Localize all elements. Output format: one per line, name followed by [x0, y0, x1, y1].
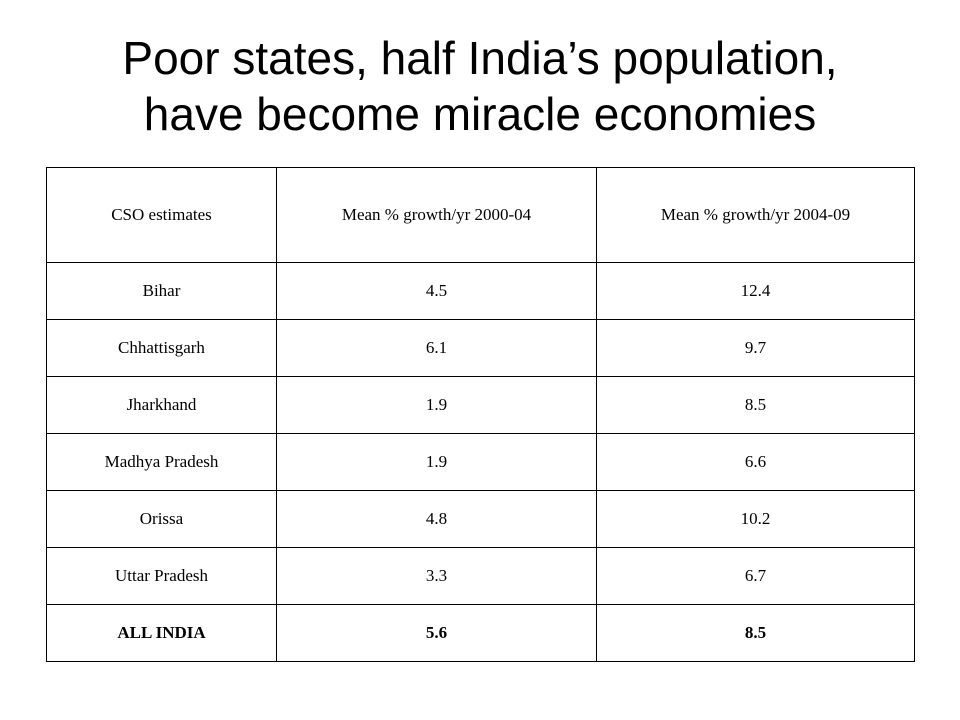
table-header-row: CSO estimates Mean % growth/yr 2000-04 M… [46, 167, 915, 263]
growth-2004-09-cell: 9.7 [596, 319, 915, 377]
total-label-cell: ALL INDIA [46, 604, 277, 662]
header-cell-growth-2000-04: Mean % growth/yr 2000-04 [276, 167, 597, 263]
header-cell-growth-2004-09: Mean % growth/yr 2004-09 [596, 167, 915, 263]
growth-2000-04-cell: 6.1 [276, 319, 597, 377]
table-row: Chhattisgarh 6.1 9.7 [46, 319, 915, 377]
total-growth-2004-09-cell: 8.5 [596, 604, 915, 662]
growth-2004-09-cell: 6.7 [596, 547, 915, 605]
header-cell-cso-estimates: CSO estimates [46, 167, 277, 263]
state-cell: Bihar [46, 262, 277, 320]
table-row: Jharkhand 1.9 8.5 [46, 376, 915, 434]
total-growth-2000-04-cell: 5.6 [276, 604, 597, 662]
table-row: Madhya Pradesh 1.9 6.6 [46, 433, 915, 491]
growth-2000-04-cell: 1.9 [276, 433, 597, 491]
growth-2000-04-cell: 3.3 [276, 547, 597, 605]
growth-2004-09-cell: 12.4 [596, 262, 915, 320]
growth-2000-04-cell: 1.9 [276, 376, 597, 434]
growth-2004-09-cell: 10.2 [596, 490, 915, 548]
table-total-row: ALL INDIA 5.6 8.5 [46, 604, 915, 662]
slide-title: Poor states, half India’s population, ha… [0, 30, 960, 142]
growth-2000-04-cell: 4.5 [276, 262, 597, 320]
state-cell: Orissa [46, 490, 277, 548]
growth-2004-09-cell: 6.6 [596, 433, 915, 491]
growth-2000-04-cell: 4.8 [276, 490, 597, 548]
slide-title-line-1: Poor states, half India’s population, [122, 32, 838, 84]
state-cell: Uttar Pradesh [46, 547, 277, 605]
state-cell: Jharkhand [46, 376, 277, 434]
table-row: Uttar Pradesh 3.3 6.7 [46, 547, 915, 605]
table-row: Bihar 4.5 12.4 [46, 262, 915, 320]
growth-table: CSO estimates Mean % growth/yr 2000-04 M… [46, 167, 915, 662]
state-cell: Madhya Pradesh [46, 433, 277, 491]
growth-2004-09-cell: 8.5 [596, 376, 915, 434]
state-cell: Chhattisgarh [46, 319, 277, 377]
table-row: Orissa 4.8 10.2 [46, 490, 915, 548]
slide-title-line-2: have become miracle economies [143, 88, 817, 140]
